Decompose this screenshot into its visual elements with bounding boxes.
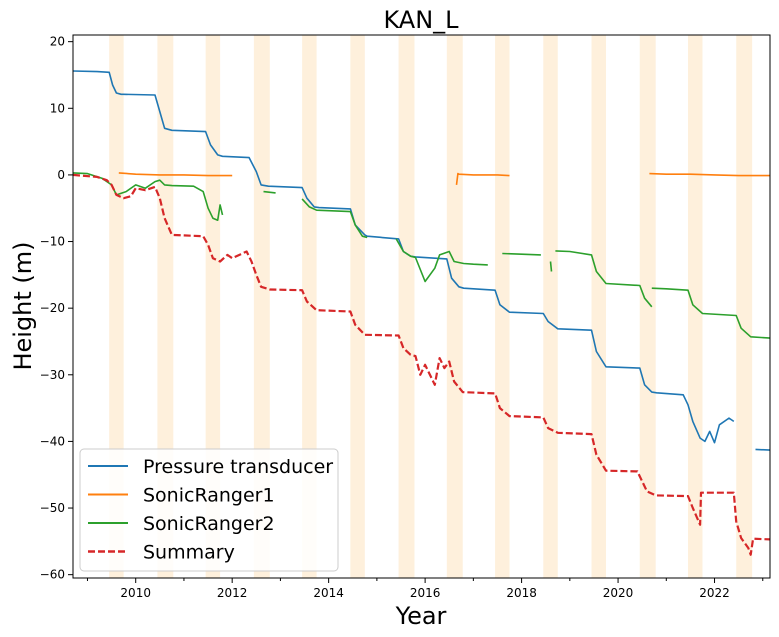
series-line-sonicranger1 <box>455 172 510 185</box>
x-tick-label: 2016 <box>410 586 441 600</box>
summer-band <box>639 35 656 578</box>
y-tick-label: 20 <box>50 35 65 49</box>
y-tick-label: 0 <box>57 168 65 182</box>
series-line-sonicranger2 <box>263 190 276 194</box>
x-tick-label: 2012 <box>217 586 248 600</box>
summer-band <box>157 35 174 578</box>
summer-band <box>398 35 415 578</box>
x-tick-label: 2020 <box>603 586 634 600</box>
legend-label: Pressure transducer <box>143 456 333 478</box>
series-line-sonicranger2 <box>651 287 771 339</box>
x-tick-label: 2018 <box>506 586 537 600</box>
summer-band <box>302 35 317 578</box>
y-tick-label: −30 <box>40 368 65 382</box>
summer-band <box>350 35 365 578</box>
series-line-sonicranger2 <box>301 198 368 239</box>
series-line-sonicranger2 <box>72 172 224 221</box>
plot-frame <box>72 34 771 579</box>
x-tick-label: 2010 <box>120 586 151 600</box>
series-layer <box>72 70 771 556</box>
summer-band <box>446 35 463 578</box>
legend-box <box>79 448 339 572</box>
series-line-sonicranger1 <box>118 172 233 177</box>
series-line-pressure-transducer <box>755 448 771 451</box>
y-tick-label: −50 <box>40 501 65 515</box>
summer-band <box>109 35 124 578</box>
y-tick-label: 10 <box>50 101 65 115</box>
series-line-sonicranger2 <box>502 252 541 256</box>
chart-title: KAN_L <box>383 6 459 34</box>
y-axis-title: Height (m) <box>9 241 37 370</box>
summer-band <box>591 35 606 578</box>
legend-label: SonicRanger1 <box>143 485 275 507</box>
series-line-sonicranger1 <box>649 172 770 177</box>
legend: Pressure transducer SonicRanger1 SonicRang… <box>79 448 339 572</box>
series-line-summary <box>72 173 771 556</box>
summer-band <box>736 35 753 578</box>
summer-band <box>205 35 221 578</box>
series-line-sonicranger2 <box>555 250 653 308</box>
y-tick-label: −10 <box>40 235 65 249</box>
y-tick-label: −60 <box>40 568 65 582</box>
y-axis: 20 10 0 −10 −20 −30 −40 −50 −60 <box>40 35 73 582</box>
series-line-sonicranger2 <box>549 261 553 272</box>
series-line-sonicranger2 <box>395 238 488 283</box>
summer-band <box>543 35 558 578</box>
legend-label: Summary <box>143 542 235 564</box>
x-axis-title: Year <box>395 602 447 630</box>
y-tick-label: −40 <box>40 434 65 448</box>
legend-label: SonicRanger2 <box>143 513 275 535</box>
x-tick-label: 2014 <box>313 586 344 600</box>
summer-band <box>253 35 270 578</box>
y-tick-label: −20 <box>40 301 65 315</box>
x-axis: 2010 2012 2014 2016 2018 2020 2022 <box>86 578 764 600</box>
x-tick-label: 2022 <box>699 586 730 600</box>
